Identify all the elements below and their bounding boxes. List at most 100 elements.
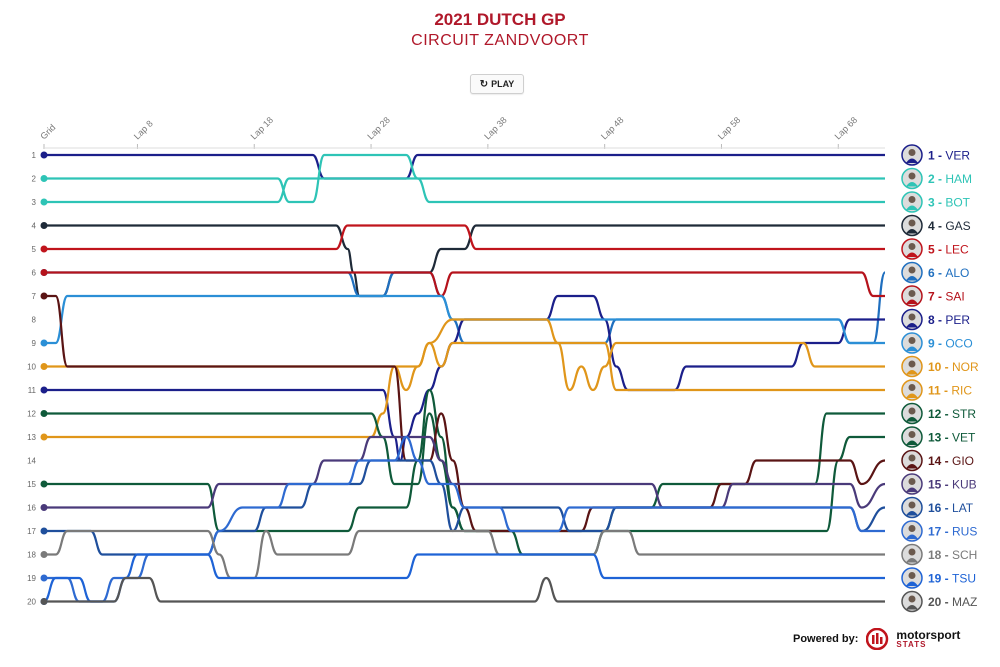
avatar-head <box>908 266 916 274</box>
series-line-sai[interactable] <box>44 271 885 298</box>
grid-dot-lat <box>40 527 48 535</box>
series-line-nor[interactable] <box>44 318 885 439</box>
grid-dot-rus <box>40 574 48 582</box>
end-label-ver: 1 - VER <box>928 149 970 163</box>
y-tick-label: 6 <box>32 269 37 278</box>
grid-dot-gas <box>40 222 48 229</box>
series-line-gas[interactable] <box>44 224 885 298</box>
series-line-gio[interactable] <box>44 294 886 533</box>
grid-dot-vet <box>40 480 48 488</box>
avatar-body <box>906 581 918 586</box>
y-tick-label: 13 <box>27 433 36 442</box>
x-tick-label: Lap 48 <box>599 115 626 142</box>
grid-dot-bot <box>40 198 48 206</box>
avatar-head <box>908 595 916 603</box>
grid-dot-sch <box>40 551 48 558</box>
series-line-ham[interactable] <box>44 153 885 204</box>
end-label-ric: 11 - RIC <box>928 384 972 398</box>
motorsport-logo-icon <box>866 628 889 650</box>
x-tick-label: Grid <box>38 122 57 141</box>
series-line-maz[interactable] <box>44 576 885 603</box>
x-tick-label: Lap 38 <box>482 115 509 142</box>
avatar-body <box>906 158 918 163</box>
end-label-maz: 20 - MAZ <box>928 595 977 609</box>
series-line-bot[interactable] <box>44 177 885 204</box>
avatar-body <box>906 511 918 516</box>
series-line-vet[interactable] <box>44 388 885 556</box>
end-label-ham: 2 - HAM <box>928 172 972 186</box>
grid-dot-per <box>40 386 48 394</box>
avatar-head <box>908 478 916 485</box>
y-tick-label: 16 <box>27 504 36 513</box>
end-label-lat: 16 - LAT <box>928 501 974 515</box>
avatar-head <box>908 337 916 344</box>
motorsport-stats-logo: motorsport STATS <box>866 628 960 650</box>
end-label-nor: 10 - NOR <box>928 360 979 374</box>
y-tick-label: 15 <box>27 480 36 489</box>
end-label-vet: 13 - VET <box>928 431 976 445</box>
avatar-body <box>906 558 918 563</box>
series-line-per[interactable] <box>44 294 885 462</box>
end-label-gio: 14 - GIO <box>928 454 974 468</box>
avatar-body <box>906 534 918 539</box>
y-tick-label: 19 <box>27 574 36 583</box>
x-tick-label: Lap 18 <box>249 115 276 142</box>
avatar-body <box>906 605 918 610</box>
y-tick-label: 5 <box>32 245 37 254</box>
avatar-head <box>908 384 916 391</box>
avatar-body <box>906 346 918 351</box>
avatar-body <box>906 487 918 492</box>
grid-dot-ver <box>40 151 48 159</box>
series-line-rus[interactable] <box>44 435 885 603</box>
grid-dot-gio <box>40 292 48 300</box>
y-tick-label: 12 <box>27 410 36 419</box>
series-line-str[interactable] <box>44 412 885 533</box>
avatar-head <box>908 290 916 297</box>
grid-dot-oco <box>40 339 48 347</box>
grid-dot-ric <box>40 363 48 370</box>
end-label-tsu: 19 - TSU <box>928 572 976 586</box>
x-tick-label: Lap 68 <box>833 115 860 142</box>
play-button[interactable]: ↻ PLAY <box>470 74 524 94</box>
avatar-body <box>906 417 918 422</box>
avatar-head <box>908 572 916 579</box>
end-label-per: 8 - PER <box>928 313 970 327</box>
avatar-head <box>908 360 916 368</box>
y-tick-label: 10 <box>27 363 36 372</box>
grid-dot-maz <box>40 598 48 605</box>
end-label-str: 12 - STR <box>928 407 976 421</box>
grid-dot-nor <box>40 433 48 441</box>
series-line-alo[interactable] <box>44 271 887 345</box>
x-tick-label: Lap 28 <box>365 115 392 142</box>
y-tick-label: 17 <box>27 527 36 536</box>
series-line-sch[interactable] <box>44 529 885 580</box>
grid-dot-lec <box>40 245 48 253</box>
avatar-body <box>906 440 918 445</box>
avatar-body <box>906 252 918 257</box>
series-line-ver[interactable] <box>44 153 885 180</box>
series-line-ric[interactable] <box>44 341 885 392</box>
powered-by-label: Powered by: <box>793 633 859 645</box>
avatar-head <box>908 243 916 250</box>
avatar-head <box>908 407 916 415</box>
y-tick-label: 14 <box>27 457 36 466</box>
y-tick-label: 4 <box>32 222 37 231</box>
footer: Powered by: motorsport STATS <box>793 628 960 650</box>
avatar-head <box>908 501 916 509</box>
avatar-body <box>906 370 918 375</box>
end-label-sch: 18 - SCH <box>928 548 977 562</box>
y-tick-label: 20 <box>27 598 36 607</box>
grid-dot-kub <box>40 504 48 511</box>
avatar-head <box>908 219 916 227</box>
series-line-tsu[interactable] <box>43 553 885 603</box>
y-tick-label: 7 <box>32 292 37 301</box>
y-tick-label: 2 <box>32 175 37 184</box>
series-line-kub[interactable] <box>44 435 886 509</box>
grid-dot-ham <box>40 175 48 182</box>
avatar-body <box>906 323 918 328</box>
series-line-lec[interactable] <box>44 224 885 251</box>
end-label-sai: 7 - SAI <box>928 290 965 304</box>
replay-icon: ↻ <box>479 78 489 90</box>
end-label-lec: 5 - LEC <box>928 243 969 257</box>
